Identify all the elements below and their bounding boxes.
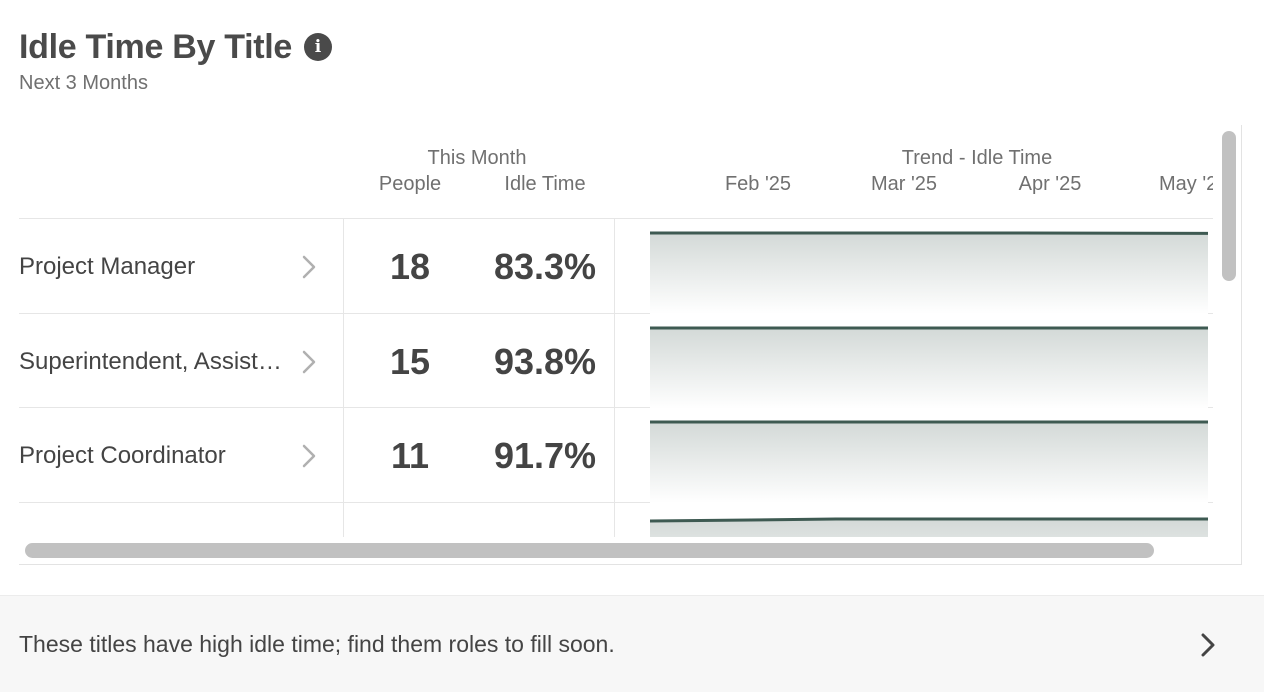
footer-action[interactable]: These titles have high idle time; find t… bbox=[0, 595, 1264, 692]
trend-area bbox=[650, 233, 1208, 314]
column-divider bbox=[343, 218, 344, 537]
row-divider bbox=[19, 502, 1213, 503]
people-count: 15 bbox=[389, 340, 431, 382]
vertical-scrollbar[interactable] bbox=[1222, 131, 1236, 281]
table-row[interactable] bbox=[19, 503, 1213, 537]
month-label-may: May '2 bbox=[1159, 173, 1213, 195]
row-divider bbox=[19, 407, 1213, 408]
chevron-right-icon[interactable] bbox=[302, 408, 316, 503]
row-divider bbox=[19, 313, 1213, 314]
month-label-feb: Feb '25 bbox=[724, 173, 792, 195]
people-column-header[interactable]: People bbox=[378, 173, 442, 195]
card-subtitle: Next 3 Months bbox=[19, 72, 148, 94]
trend-area bbox=[650, 422, 1208, 503]
trend-area bbox=[650, 519, 1208, 537]
idle-trend-sparkline bbox=[650, 517, 1208, 537]
idle-time-column-header[interactable]: Idle Time bbox=[504, 173, 586, 195]
trend-line bbox=[650, 517, 1208, 523]
card-title: Idle Time By Title bbox=[19, 27, 292, 66]
this-month-header: This Month bbox=[427, 147, 527, 169]
table-viewport: This Month People Idle Time Trend - Idle… bbox=[19, 125, 1213, 537]
idle-trend-sparkline bbox=[650, 231, 1208, 314]
chevron-right-icon[interactable] bbox=[1200, 596, 1216, 692]
header-divider bbox=[19, 218, 1213, 219]
column-divider bbox=[614, 218, 615, 537]
table-row[interactable]: Project Coordinator 11 91.7% bbox=[19, 408, 1213, 503]
chevron-right-icon[interactable] bbox=[302, 314, 316, 409]
idle-trend-sparkline bbox=[650, 420, 1208, 503]
trend-idle-time-header: Trend - Idle Time bbox=[901, 147, 1053, 169]
table-row[interactable]: Project Manager 18 83.3% bbox=[19, 219, 1213, 314]
people-count: 18 bbox=[389, 245, 431, 287]
idle-time-value: 91.7% bbox=[493, 434, 597, 476]
month-label-mar: Mar '25 bbox=[870, 173, 938, 195]
row-title[interactable]: Superintendent, Assist… bbox=[19, 347, 282, 375]
horizontal-scrollbar[interactable] bbox=[25, 543, 1154, 558]
row-title[interactable]: Project Manager bbox=[19, 252, 196, 280]
idle-time-value: 83.3% bbox=[493, 245, 597, 287]
table-scroll-frame: This Month People Idle Time Trend - Idle… bbox=[19, 125, 1242, 565]
idle-time-value: 93.8% bbox=[493, 340, 597, 382]
idle-trend-sparkline bbox=[650, 326, 1208, 409]
table-row[interactable]: Superintendent, Assist… 15 93.8% bbox=[19, 314, 1213, 409]
trend-area bbox=[650, 328, 1208, 409]
chevron-right-icon[interactable] bbox=[302, 219, 316, 314]
title-row: Idle Time By Title i bbox=[19, 26, 332, 68]
month-label-apr: Apr '25 bbox=[1018, 173, 1082, 195]
footer-message[interactable]: These titles have high idle time; find t… bbox=[19, 631, 615, 657]
people-count: 11 bbox=[390, 434, 430, 476]
row-title[interactable]: Project Coordinator bbox=[19, 441, 226, 469]
info-icon[interactable]: i bbox=[304, 33, 332, 61]
